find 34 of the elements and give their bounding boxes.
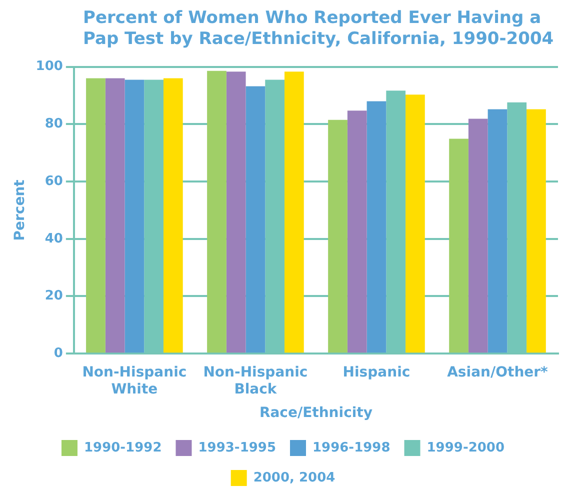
- bar: [328, 120, 348, 353]
- legend-label: 1993-1995: [198, 440, 276, 456]
- x-tick-label: Asian/Other*: [447, 364, 549, 381]
- bar: [284, 72, 304, 353]
- bar: [105, 78, 125, 353]
- bar: [366, 101, 386, 353]
- bar: [488, 109, 508, 353]
- bar: [347, 110, 367, 353]
- legend-label: 1999-2000: [426, 440, 505, 456]
- x-tick-label: Non-Hispanic Black: [203, 364, 308, 398]
- y-tick-label: 0: [54, 346, 63, 361]
- bar: [449, 138, 468, 353]
- x-axis-title: Race/Ethnicity: [259, 405, 372, 422]
- legend-label: 2000, 2004: [253, 470, 336, 486]
- bar: [406, 94, 425, 353]
- bar: [468, 118, 488, 353]
- bar: [526, 109, 546, 353]
- bar: [246, 86, 266, 353]
- y-tick-label: 40: [44, 231, 63, 246]
- y-tick-label: 20: [44, 288, 63, 304]
- legend-label: 1990-1992: [84, 440, 162, 456]
- legend-label: 1996-1998: [312, 440, 390, 456]
- bar: [226, 72, 246, 353]
- bar: [124, 80, 144, 353]
- chart-title: Percent of Women Who Reported Ever Having a Pap Test by Race/Ethnicity, California, 1990-2004: [82, 8, 555, 50]
- bar: [86, 78, 106, 353]
- y-tick-label: 60: [44, 174, 63, 189]
- x-tick-label: Hispanic: [342, 364, 410, 381]
- bar: [207, 70, 226, 353]
- bar: [163, 78, 183, 353]
- y-axis-title: Percent: [12, 179, 28, 241]
- y-tick-label: 80: [44, 116, 63, 132]
- x-tick-label: Non-Hispanic White: [82, 364, 187, 398]
- y-tick-label: 100: [36, 59, 63, 74]
